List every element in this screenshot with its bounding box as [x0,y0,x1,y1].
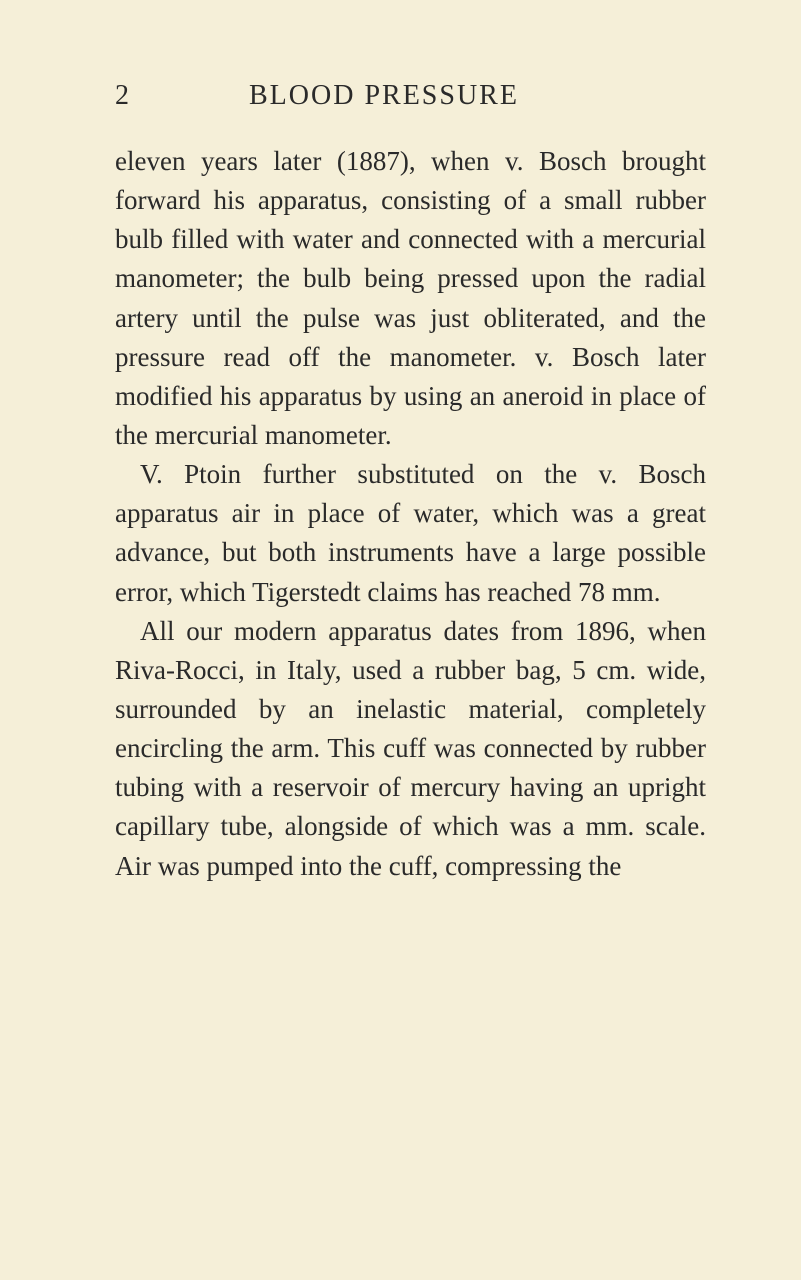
paragraph-2: V. Ptoin further substituted on the v. B… [115,455,706,612]
page-header: 2 BLOOD PRESSURE [115,80,706,112]
page-number: 2 [115,80,129,112]
body-text: eleven years later (1887), when v. Bosch… [115,142,706,886]
paragraph-1: eleven years later (1887), when v. Bosch… [115,142,706,455]
paragraph-3: All our modern apparatus dates from 1896… [115,612,706,886]
page-title: BLOOD PRESSURE [249,80,519,112]
